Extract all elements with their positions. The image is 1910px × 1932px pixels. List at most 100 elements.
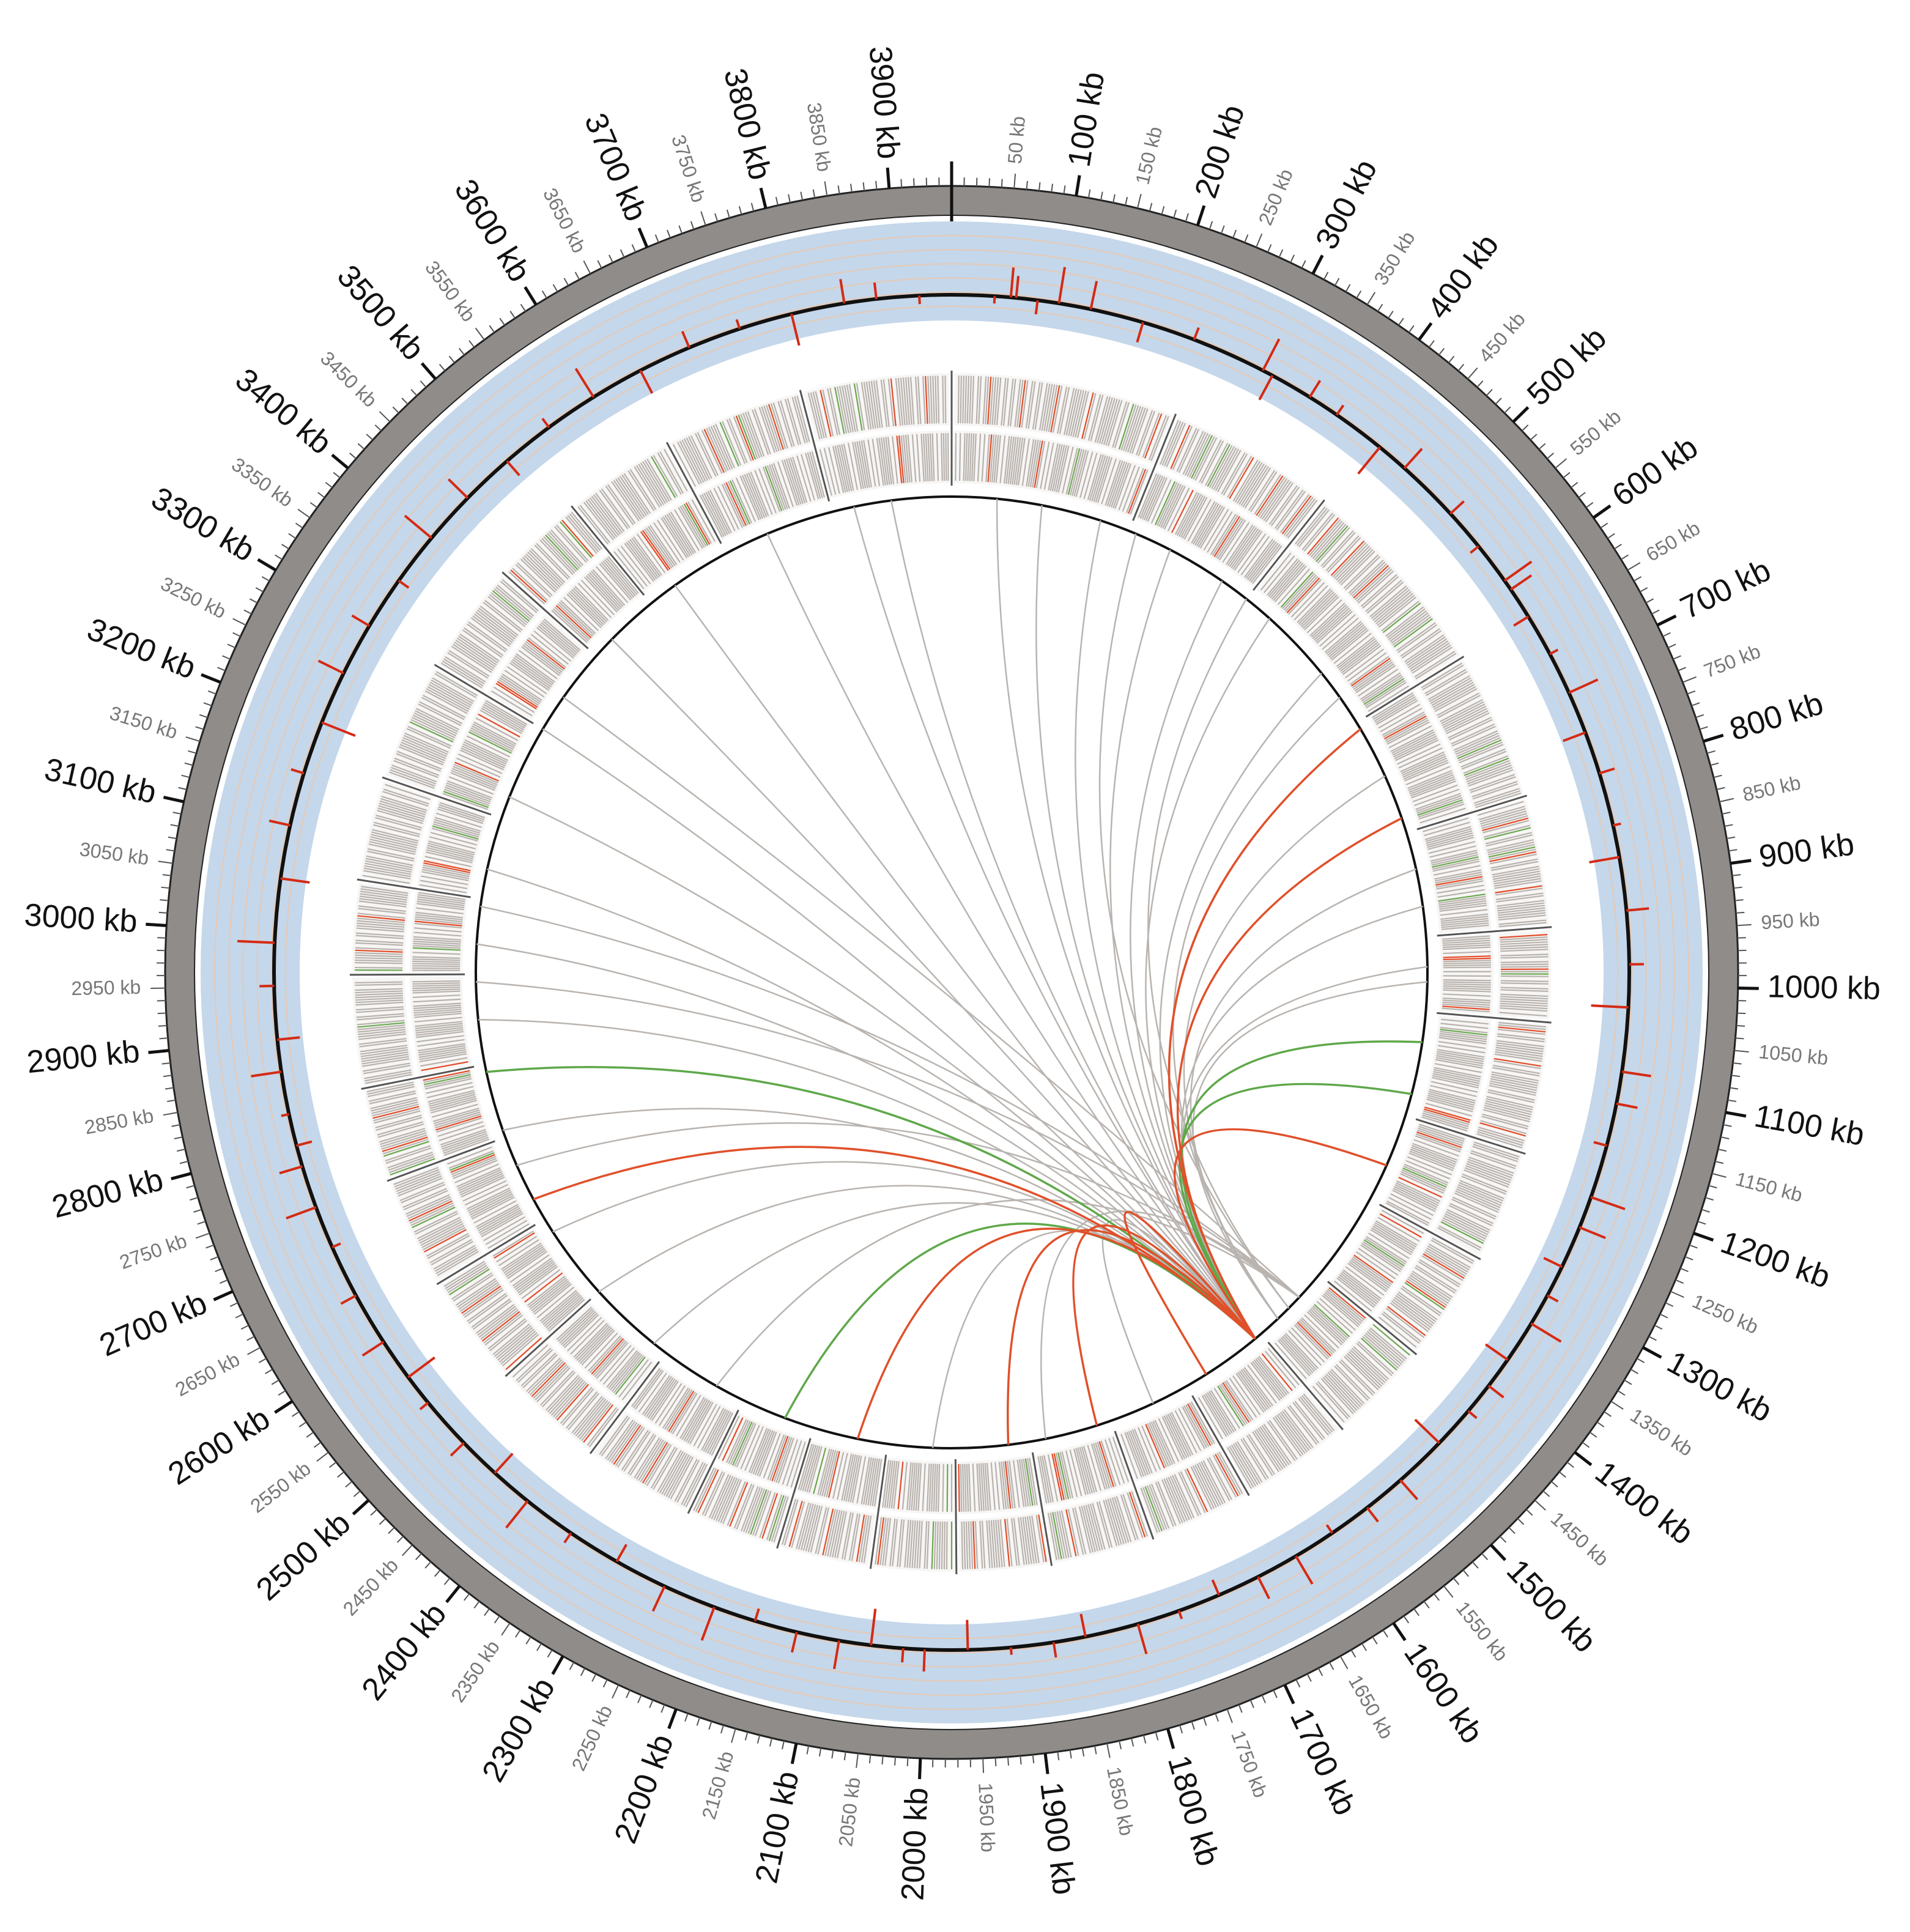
major-tick bbox=[761, 188, 766, 208]
minor-tick bbox=[325, 483, 332, 488]
minor-tick bbox=[1717, 788, 1725, 790]
major-tick bbox=[525, 287, 536, 305]
minor-tick bbox=[233, 633, 241, 637]
major-tick-label: 700 kb bbox=[1675, 552, 1777, 626]
scatter-point bbox=[919, 295, 920, 304]
minor-tick bbox=[1162, 206, 1164, 214]
minor-tick bbox=[1089, 190, 1090, 198]
minor-tick bbox=[845, 1752, 846, 1760]
minor-tick bbox=[521, 304, 526, 311]
minor-tick bbox=[1156, 1732, 1158, 1741]
major-tick bbox=[1491, 1545, 1505, 1560]
major-tick-label: 3400 kb bbox=[229, 361, 338, 461]
minor-tick bbox=[697, 1717, 700, 1725]
minor-tick bbox=[1682, 677, 1696, 683]
minor-tick bbox=[445, 1578, 450, 1585]
minor-tick-label: 3250 kb bbox=[157, 572, 229, 623]
major-tick bbox=[353, 1500, 368, 1514]
major-tick bbox=[1419, 323, 1431, 339]
minor-tick bbox=[295, 523, 303, 528]
minor-tick bbox=[474, 1601, 479, 1608]
minor-tick bbox=[1335, 278, 1339, 286]
minor-tick bbox=[1692, 703, 1700, 706]
major-tick bbox=[1513, 407, 1528, 422]
minor-tick bbox=[667, 230, 670, 238]
minor-tick bbox=[1083, 1748, 1084, 1756]
major-tick bbox=[1285, 1685, 1294, 1704]
minor-tick bbox=[612, 1685, 618, 1698]
minor-tick bbox=[1251, 1700, 1254, 1708]
minor-tick bbox=[411, 390, 417, 396]
minor-tick bbox=[163, 875, 171, 876]
minor-tick bbox=[1649, 1336, 1656, 1340]
major-tick-label: 2700 kb bbox=[94, 1285, 212, 1363]
minor-tick bbox=[1601, 523, 1608, 528]
minor-tick bbox=[1539, 443, 1545, 449]
major-tick-label: 1100 kb bbox=[1752, 1098, 1867, 1153]
minor-tick bbox=[1652, 610, 1659, 614]
minor-tick bbox=[715, 213, 717, 221]
major-tick bbox=[1045, 1753, 1048, 1774]
minor-tick bbox=[464, 1594, 470, 1601]
minor-tick bbox=[393, 407, 399, 413]
minor-tick bbox=[838, 185, 840, 194]
minor-tick bbox=[1174, 210, 1176, 218]
minor-tick bbox=[1210, 221, 1213, 229]
major-tick bbox=[669, 1709, 676, 1729]
minor-tick bbox=[609, 255, 613, 263]
major-tick bbox=[1076, 176, 1079, 196]
minor-tick bbox=[1509, 1528, 1515, 1534]
major-tick bbox=[1393, 1623, 1405, 1640]
minor-tick bbox=[1723, 1125, 1732, 1127]
minor-tick bbox=[621, 250, 624, 257]
major-tick-label: 3700 kb bbox=[577, 108, 654, 226]
gene-mark bbox=[355, 982, 402, 983]
minor-tick-label: 2850 kb bbox=[83, 1105, 155, 1139]
minor-tick bbox=[851, 184, 852, 193]
minor-tick bbox=[510, 311, 515, 319]
major-tick-label: 2800 kb bbox=[48, 1162, 167, 1225]
minor-tick bbox=[173, 812, 182, 814]
scatter-point bbox=[994, 296, 995, 303]
minor-tick bbox=[185, 763, 193, 766]
gene-mark bbox=[412, 968, 460, 969]
minor-tick bbox=[196, 1233, 210, 1238]
minor-tick bbox=[1611, 1401, 1623, 1409]
minor-tick bbox=[1730, 1088, 1738, 1089]
minor-tick bbox=[163, 1112, 178, 1115]
minor-tick bbox=[1729, 849, 1738, 851]
minor-tick bbox=[228, 644, 235, 648]
minor-tick bbox=[770, 1738, 772, 1747]
minor-tick bbox=[656, 235, 659, 243]
major-tick bbox=[1693, 1233, 1713, 1240]
minor-tick-label: 2450 kb bbox=[339, 1554, 402, 1620]
minor-tick bbox=[298, 509, 310, 518]
gene-mark bbox=[942, 376, 943, 423]
major-tick-label: 3000 kb bbox=[23, 897, 138, 939]
major-tick-label: 1700 kb bbox=[1283, 1703, 1363, 1821]
minor-tick bbox=[581, 1668, 585, 1676]
major-tick-label: 2200 kb bbox=[608, 1730, 681, 1848]
minor-tick bbox=[375, 425, 381, 431]
minor-tick bbox=[1409, 325, 1414, 332]
major-tick-label: 2000 kb bbox=[895, 1787, 935, 1901]
minor-tick bbox=[188, 751, 196, 753]
minor-tick bbox=[1204, 1717, 1206, 1725]
minor-tick bbox=[1482, 1553, 1487, 1560]
major-tick bbox=[1643, 1347, 1661, 1357]
minor-tick bbox=[1732, 875, 1741, 876]
minor-tick bbox=[1239, 1704, 1242, 1712]
minor-tick bbox=[158, 861, 173, 863]
gene-mark bbox=[1501, 981, 1549, 982]
minor-tick bbox=[1634, 577, 1641, 581]
minor-tick bbox=[1014, 174, 1015, 188]
minor-tick bbox=[484, 1608, 489, 1615]
minor-tick bbox=[314, 1442, 320, 1447]
minor-tick bbox=[1618, 1391, 1625, 1395]
minor-tick bbox=[163, 1075, 172, 1076]
gene-mark bbox=[1501, 967, 1549, 968]
minor-tick-label: 3650 kb bbox=[539, 185, 590, 257]
minor-tick bbox=[576, 272, 580, 279]
link-neutral bbox=[487, 869, 1256, 1339]
